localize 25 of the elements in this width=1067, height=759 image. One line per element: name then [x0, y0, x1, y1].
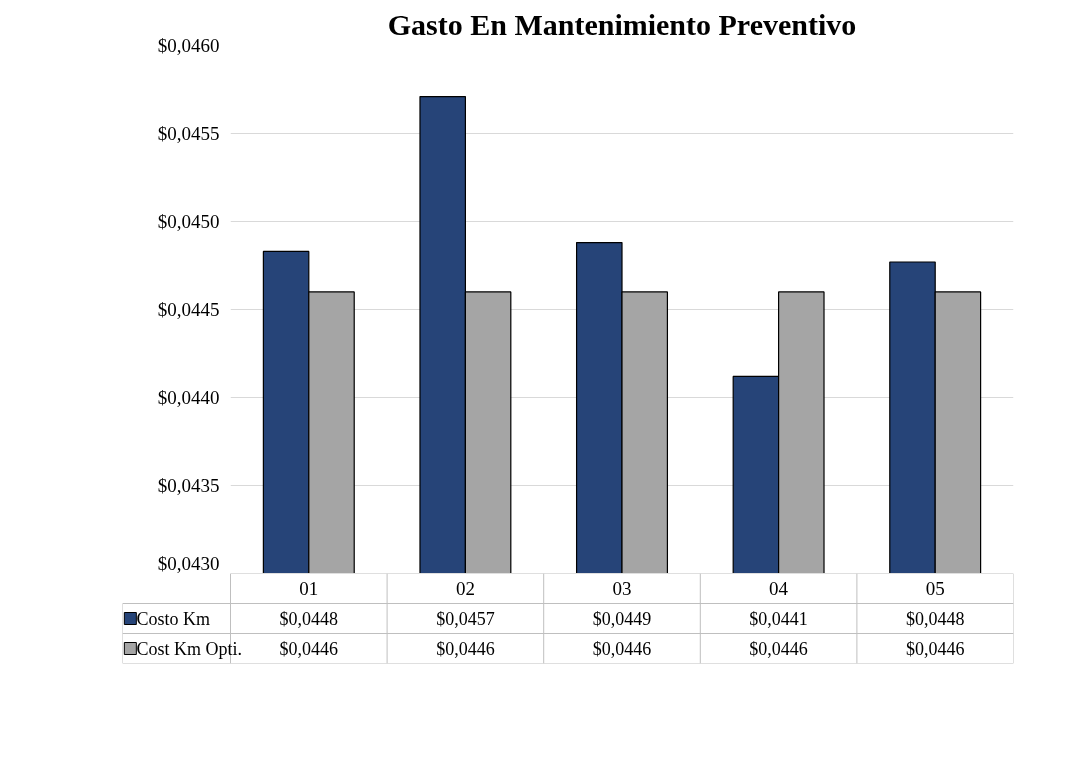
chart-title: Gasto En Mantenimiento Preventivo [387, 7, 857, 41]
x-tick-label: 03 [612, 578, 632, 599]
data-label: $0,0457 [436, 608, 495, 629]
x-tick-label: 02 [455, 578, 475, 599]
data-label: $0,0446 [592, 638, 652, 659]
x-tick-label: 01 [299, 578, 319, 599]
y-tick-label: $0,0440 [157, 387, 220, 408]
y-tick-label: $0,0435 [157, 475, 220, 496]
data-label: $0,0448 [279, 608, 339, 629]
x-tick-label: 04 [769, 578, 789, 599]
data-label: $0,0441 [749, 608, 808, 629]
data-label: $0,0446 [436, 638, 495, 659]
y-tick-label: $0,0450 [157, 211, 220, 232]
y-tick-label: $0,0445 [157, 299, 220, 320]
data-label: $0,0448 [905, 608, 965, 629]
legend-label: Costo Km [136, 608, 211, 629]
data-label: $0,0446 [905, 638, 965, 659]
data-label: $0,0446 [279, 638, 339, 659]
data-label: $0,0446 [749, 638, 808, 659]
y-tick-label: $0,0460 [157, 35, 220, 56]
data-label: $0,0449 [592, 608, 652, 629]
x-tick-label: 05 [925, 578, 945, 599]
legend-label: Cost Km Opti. [136, 638, 243, 659]
y-tick-label: $0,0430 [157, 552, 220, 574]
y-tick-label: $0,0455 [157, 123, 220, 144]
